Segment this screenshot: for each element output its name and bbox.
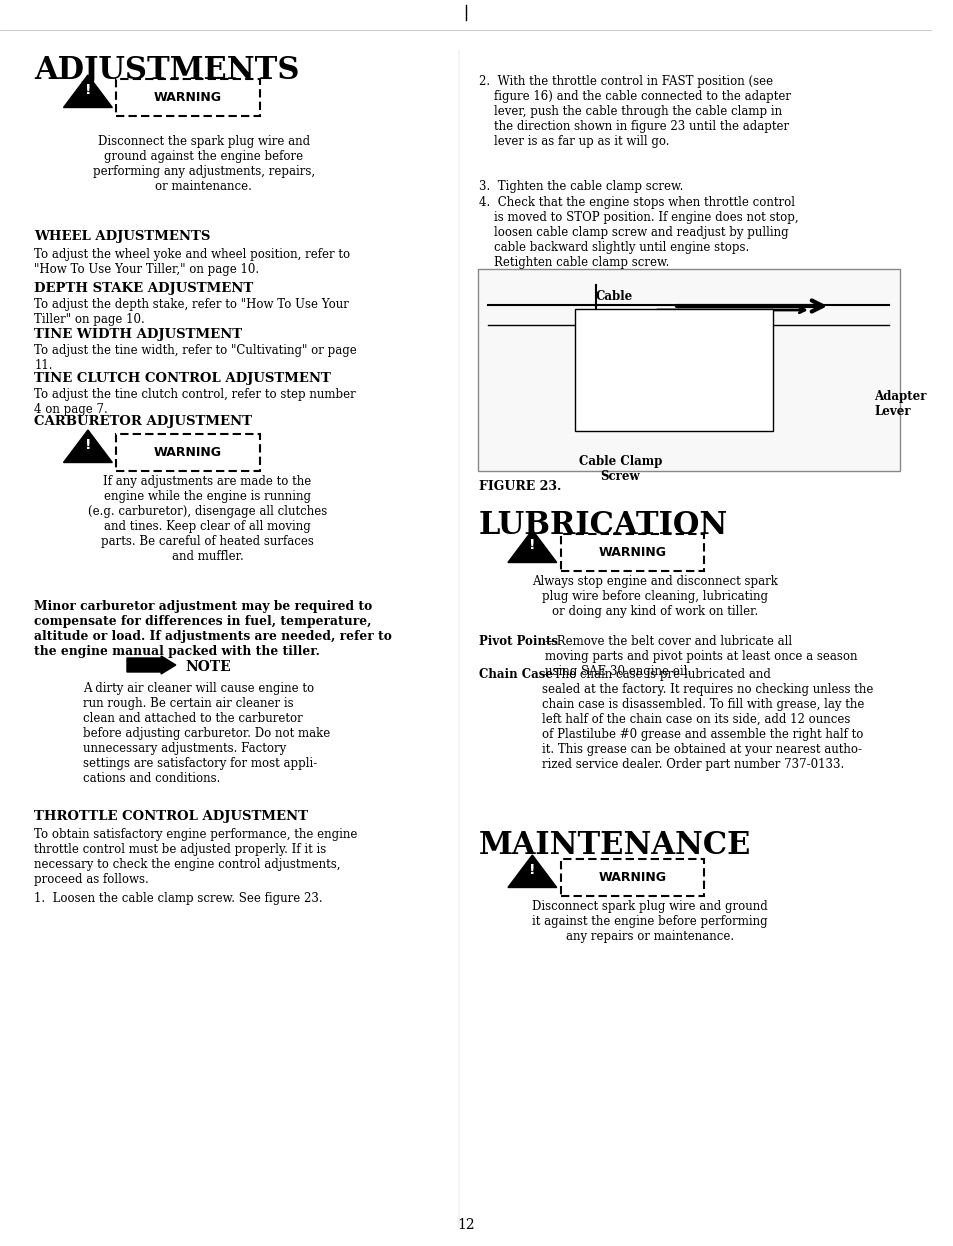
Polygon shape (64, 430, 112, 462)
Text: To adjust the wheel yoke and wheel position, refer to
"How To Use Your Tiller," : To adjust the wheel yoke and wheel posit… (34, 248, 350, 277)
Text: !: ! (529, 538, 535, 552)
Text: Disconnect spark plug wire and ground
it against the engine before performing
an: Disconnect spark plug wire and ground it… (532, 900, 767, 943)
Text: 1.  Loosen the cable clamp screw. See figure 23.: 1. Loosen the cable clamp screw. See fig… (34, 892, 322, 905)
Text: WARNING: WARNING (598, 871, 666, 883)
Polygon shape (507, 855, 557, 887)
Polygon shape (507, 530, 557, 562)
FancyBboxPatch shape (477, 269, 899, 471)
Text: 4.  Check that the engine stops when throttle control
    is moved to STOP posit: 4. Check that the engine stops when thro… (478, 196, 798, 269)
Text: THROTTLE CONTROL ADJUSTMENT: THROTTLE CONTROL ADJUSTMENT (34, 810, 308, 824)
Text: DEPTH STAKE ADJUSTMENT: DEPTH STAKE ADJUSTMENT (34, 282, 253, 295)
Text: To adjust the depth stake, refer to "How To Use Your
Tiller" on page 10.: To adjust the depth stake, refer to "How… (34, 298, 349, 326)
Text: Pivot Points: Pivot Points (478, 635, 558, 648)
Polygon shape (64, 75, 112, 107)
Text: To adjust the tine width, refer to "Cultivating" or page
11.: To adjust the tine width, refer to "Cult… (34, 344, 356, 373)
Text: WHEEL ADJUSTMENTS: WHEEL ADJUSTMENTS (34, 231, 211, 243)
Text: LUBRICATION: LUBRICATION (478, 510, 727, 541)
Text: !: ! (85, 83, 91, 97)
Text: A dirty air cleaner will cause engine to
run rough. Be certain air cleaner is
cl: A dirty air cleaner will cause engine to… (83, 682, 330, 785)
FancyBboxPatch shape (575, 309, 772, 431)
Text: Disconnect the spark plug wire and
ground against the engine before
performing a: Disconnect the spark plug wire and groun… (92, 135, 314, 193)
Text: 2.  With the throttle control in FAST position (see
    figure 16) and the cable: 2. With the throttle control in FAST pos… (478, 75, 790, 148)
Text: —The chain case is pre-lubricated and
sealed at the factory. It requires no chec: —The chain case is pre-lubricated and se… (541, 668, 873, 771)
Text: NOTE: NOTE (186, 660, 231, 674)
FancyBboxPatch shape (560, 858, 703, 896)
Text: Cable Clamp
Screw: Cable Clamp Screw (578, 455, 661, 483)
Text: To obtain satisfactory engine performance, the engine
throttle control must be a: To obtain satisfactory engine performanc… (34, 829, 357, 886)
Text: Adapter
Lever: Adapter Lever (873, 390, 925, 417)
Text: MAINTENANCE: MAINTENANCE (478, 830, 750, 861)
Text: WARNING: WARNING (153, 91, 222, 103)
Text: 12: 12 (456, 1219, 475, 1232)
Text: 3.  Tighten the cable clamp screw.: 3. Tighten the cable clamp screw. (478, 179, 682, 193)
Text: Always stop engine and disconnect spark
plug wire before cleaning, lubricating
o: Always stop engine and disconnect spark … (532, 574, 778, 618)
FancyBboxPatch shape (560, 535, 703, 571)
Text: WARNING: WARNING (598, 546, 666, 559)
Text: If any adjustments are made to the
engine while the engine is running
(e.g. carb: If any adjustments are made to the engin… (88, 475, 327, 563)
Text: ADJUSTMENTS: ADJUSTMENTS (34, 55, 299, 86)
Text: TINE CLUTCH CONTROL ADJUSTMENT: TINE CLUTCH CONTROL ADJUSTMENT (34, 373, 331, 385)
Text: !: ! (85, 439, 91, 452)
FancyBboxPatch shape (116, 78, 259, 116)
Text: WARNING: WARNING (153, 446, 222, 459)
Text: —Remove the belt cover and lubricate all
moving parts and pivot points at least : —Remove the belt cover and lubricate all… (544, 635, 857, 678)
Text: !: ! (529, 863, 535, 877)
Text: To adjust the tine clutch control, refer to step number
4 on page 7.: To adjust the tine clutch control, refer… (34, 388, 355, 416)
Text: TINE WIDTH ADJUSTMENT: TINE WIDTH ADJUSTMENT (34, 328, 242, 341)
FancyBboxPatch shape (116, 434, 259, 471)
Text: Chain Case: Chain Case (478, 668, 552, 682)
FancyArrow shape (127, 655, 175, 674)
Text: CARBURETOR ADJUSTMENT: CARBURETOR ADJUSTMENT (34, 415, 252, 427)
Text: FIGURE 23.: FIGURE 23. (478, 480, 560, 493)
Text: Minor carburetor adjustment may be required to
compensate for differences in fue: Minor carburetor adjustment may be requi… (34, 601, 392, 658)
Text: Cable: Cable (596, 290, 633, 303)
